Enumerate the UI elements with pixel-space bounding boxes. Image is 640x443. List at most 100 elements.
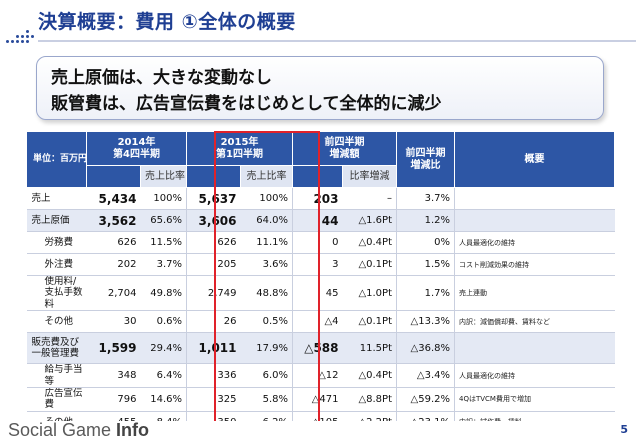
qoq-rate: 1.7% xyxy=(396,275,455,312)
ratio-2014q4: 11.5% xyxy=(140,231,187,254)
value-2014q4: 348 xyxy=(86,363,141,388)
value-2014q4: 3,562 xyxy=(86,209,141,232)
ratio-change: △1.0Pt xyxy=(342,275,397,312)
ratio-change: △8.8Pt xyxy=(342,387,397,412)
title-dots-decoration xyxy=(6,28,40,44)
ratio-change: △0.1Pt xyxy=(342,310,397,334)
ratio-2015q1: 17.9% xyxy=(240,332,293,365)
header-qoq-rate: 前四半期 増減比 xyxy=(396,131,455,188)
qoq-diff: 0 xyxy=(292,231,343,254)
summary-note: 人員最適化の維持 xyxy=(454,231,615,254)
ratio-2015q1: 64.0% xyxy=(240,209,293,232)
row-label: 使用料/ 支払手数料 xyxy=(26,275,87,312)
value-2014q4: 2,704 xyxy=(86,275,141,312)
value-2014q4: 5,434 xyxy=(86,187,141,210)
value-2015q1: 1,011 xyxy=(186,332,241,365)
slide-title: 決算概要：費用 ①全体の概要 xyxy=(38,11,296,33)
value-2015q1: 325 xyxy=(186,387,241,412)
ratio-2014q4: 14.6% xyxy=(140,387,187,412)
row-label: 給与手当等 xyxy=(26,363,87,388)
table-row: 労務費 626 11.5% 626 11.1% 0 △0.4Pt 0% 人員最適化の維持 xyxy=(26,231,615,254)
value-2014q4: 796 xyxy=(86,387,141,412)
table-row: 広告宣伝費 796 14.6% 325 5.8% △471 △8.8Pt △59.2% 4QはT… xyxy=(26,387,615,412)
value-2014q4: 626 xyxy=(86,231,141,254)
value-2015q1: 3,606 xyxy=(186,209,241,232)
table-row: 給与手当等 348 6.4% 336 6.0% △12 △0.4Pt △3.4% 人員最適化の維… xyxy=(26,363,615,388)
qoq-rate: 0% xyxy=(396,231,455,254)
row-label: 外注費 xyxy=(26,253,87,276)
ratio-2015q1: 6.0% xyxy=(240,363,293,388)
qoq-diff: △471 xyxy=(292,387,343,412)
summary-note: 4QはTVCM費用で増加 xyxy=(454,387,615,412)
qoq-diff: 203 xyxy=(292,187,343,210)
qoq-rate: 3.7% xyxy=(396,187,455,210)
ratio-2015q1: 11.1% xyxy=(240,231,293,254)
row-label: 労務費 xyxy=(26,231,87,254)
ratio-2015q1: 3.6% xyxy=(240,253,293,276)
ratio-change: △0.1Pt xyxy=(342,253,397,276)
qoq-rate: △59.2% xyxy=(396,387,455,412)
ratio-2014q4: 100% xyxy=(140,187,187,210)
ratio-2014q4: 49.8% xyxy=(140,275,187,312)
ratio-change: △0.4Pt xyxy=(342,231,397,254)
qoq-diff: 45 xyxy=(292,275,343,312)
summary-note: 売上連動 xyxy=(454,275,615,312)
table-row: 使用料/ 支払手数料 2,704 49.8% 2,749 48.8% 45 △1.0Pt 1.… xyxy=(26,275,615,312)
qoq-diff: 44 xyxy=(292,209,343,232)
table-row: 売上 5,434 100% 5,637 100% 203–3.7% xyxy=(26,187,615,210)
qoq-diff: △12 xyxy=(292,363,343,388)
table-row: 販売費及び 一般管理費 1,599 29.4% 1,011 17.9% △588 11.5P… xyxy=(26,332,615,365)
qoq-rate: 1.2% xyxy=(396,209,455,232)
cost-table: 単位：百万円 2014年 第4四半期 2015年 第1四半期 前四半期 増減額 … xyxy=(26,131,615,434)
ratio-2014q4: 29.4% xyxy=(140,332,187,365)
subheader-ratio-change: 比率増減 xyxy=(342,165,397,188)
ratio-change: △0.4Pt xyxy=(342,363,397,388)
qoq-diff: 3 xyxy=(292,253,343,276)
row-label: 売上原価 xyxy=(26,209,87,232)
value-2015q1: 336 xyxy=(186,363,241,388)
header-2015q1: 2015年 第1四半期 xyxy=(186,131,293,166)
table-row: 外注費 202 3.7% 205 3.6% 3 △0.1Pt 1.5% コスト削減効果の維持 xyxy=(26,253,615,276)
value-2014q4: 30 xyxy=(86,310,141,334)
subheader-sales-ratio-2014: 売上比率 xyxy=(140,165,187,188)
footer-brand-logo: Social Game Info xyxy=(8,420,150,440)
table-row: その他 30 0.6% 26 0.5% △4 △0.1Pt △13.3% 内訳：減価償却費、賃料… xyxy=(26,310,615,334)
ratio-2014q4: 3.7% xyxy=(140,253,187,276)
ratio-change: – xyxy=(342,187,397,210)
value-2014q4: 1,599 xyxy=(86,332,141,365)
ratio-change: 11.5Pt xyxy=(342,332,397,365)
value-2014q4: 202 xyxy=(86,253,141,276)
header-summary: 概要 xyxy=(454,131,615,188)
row-label: その他 xyxy=(26,310,87,334)
ratio-2015q1: 0.5% xyxy=(240,310,293,334)
ratio-2015q1: 5.8% xyxy=(240,387,293,412)
title-divider xyxy=(38,40,636,42)
ratio-change: △1.6Pt xyxy=(342,209,397,232)
subheader-sales-ratio-2015: 売上比率 xyxy=(240,165,293,188)
table-row: 売上原価 3,562 65.6% 3,606 64.0% 44 △1.6Pt 1.2% xyxy=(26,209,615,232)
summary-callout: 売上原価は、大きな変動なし 販管費は、広告宣伝費をはじめとして全体的に減少 xyxy=(36,56,604,120)
row-label: 販売費及び 一般管理費 xyxy=(26,332,87,365)
qoq-rate: △36.8% xyxy=(396,332,455,365)
value-2015q1: 26 xyxy=(186,310,241,334)
summary-note: 内訳：減価償却費、賃料など xyxy=(454,310,615,334)
header-qoq-diff: 前四半期 増減額 xyxy=(292,131,397,166)
qoq-rate: △3.4% xyxy=(396,363,455,388)
summary-note: 人員最適化の維持 xyxy=(454,363,615,388)
row-label: 売上 xyxy=(26,187,87,210)
value-2015q1: 5,637 xyxy=(186,187,241,210)
callout-line-1: 売上原価は、大きな変動なし xyxy=(51,68,272,88)
summary-note xyxy=(454,209,615,232)
qoq-rate: 1.5% xyxy=(396,253,455,276)
header-2014q4: 2014年 第4四半期 xyxy=(86,131,187,166)
unit-label-header: 単位：百万円 xyxy=(26,131,87,188)
ratio-2015q1: 100% xyxy=(240,187,293,210)
qoq-rate: △13.3% xyxy=(396,310,455,334)
ratio-2014q4: 0.6% xyxy=(140,310,187,334)
summary-note xyxy=(454,187,615,210)
page-number: 5 xyxy=(620,423,628,436)
row-label: 広告宣伝費 xyxy=(26,387,87,412)
summary-note xyxy=(454,332,615,365)
qoq-diff: △588 xyxy=(292,332,343,365)
value-2015q1: 2,749 xyxy=(186,275,241,312)
